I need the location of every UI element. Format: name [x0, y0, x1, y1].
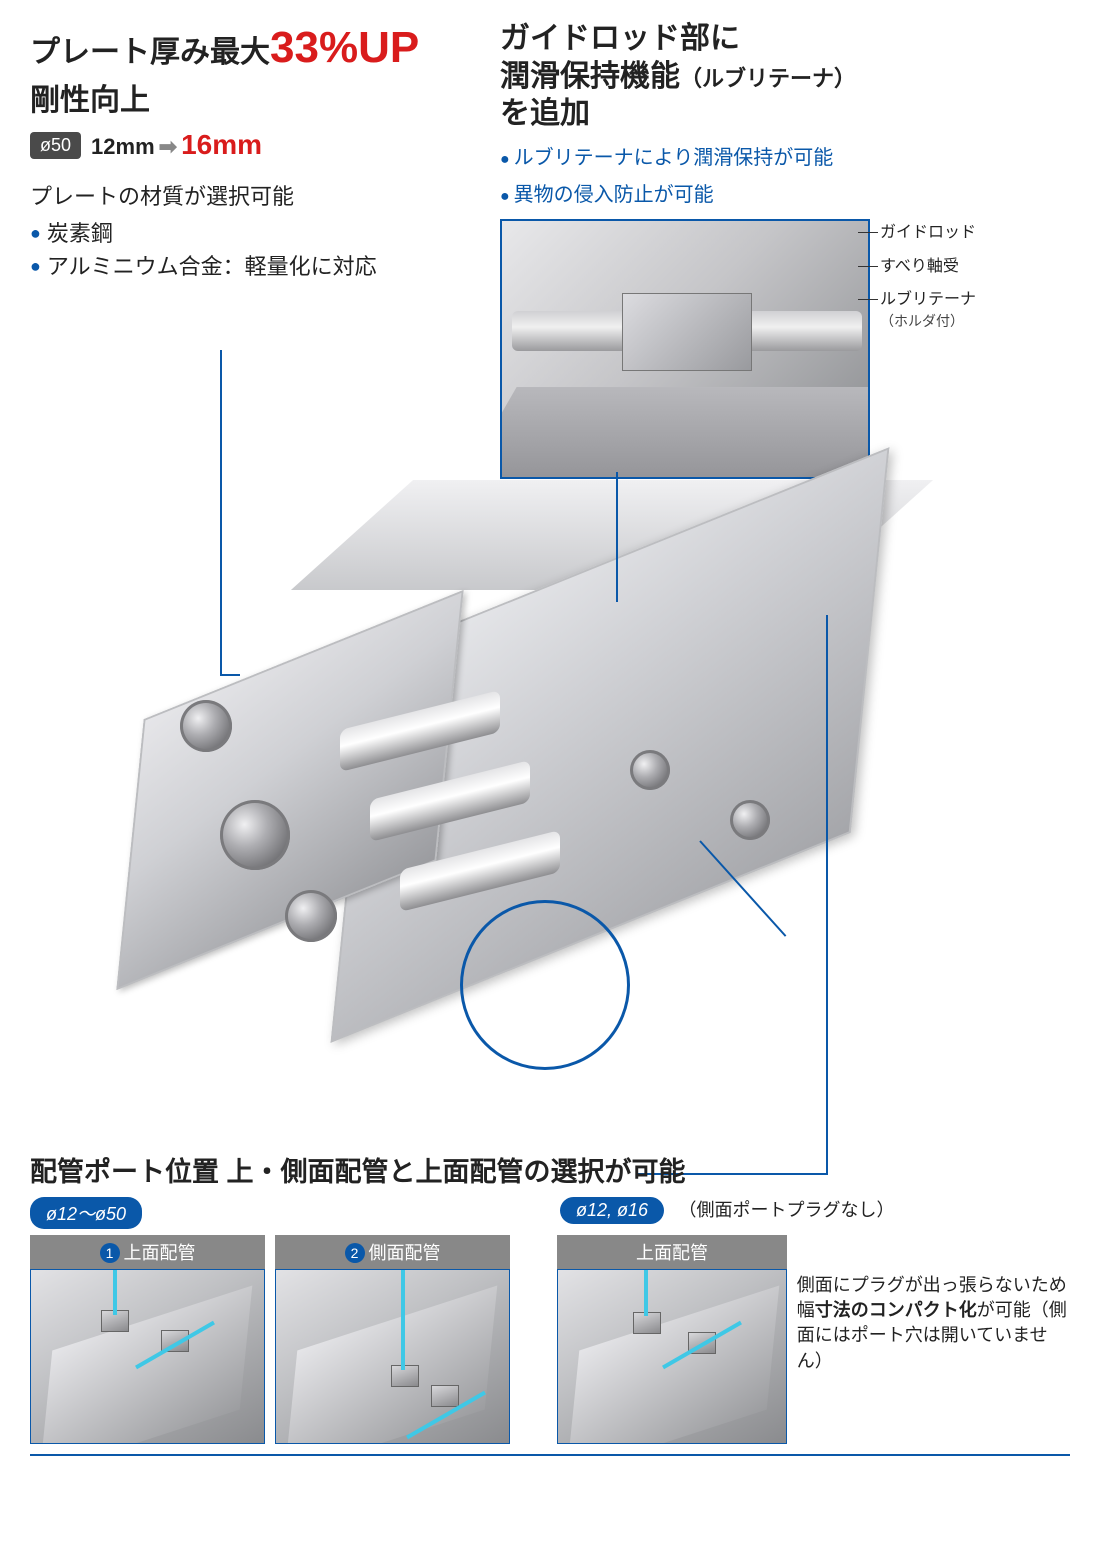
tr-bullet: ルブリテーナにより潤滑保持が可能 [500, 141, 1070, 170]
side-port [730, 800, 770, 840]
plate-hole [220, 800, 290, 870]
section-piping-port: 配管ポート位置 上・側面配管と上面配管の選択が可能 ø12〜ø50 ø12, ø… [30, 1150, 1070, 1456]
tr-l2b: （ルブリテーナ） [680, 66, 856, 91]
piping-card: 1上面配管 [30, 1235, 265, 1444]
tube [644, 1269, 648, 1316]
rod-detail-callout-circle [460, 900, 630, 1070]
mini-body [567, 1285, 780, 1444]
section-plate-thickness: プレート厚み最大33%UP 剛性向上 ø50 12mm➡16mm プレートの材質… [30, 20, 460, 283]
headline-pre: プレート厚み最大 [30, 36, 270, 69]
detail-base [500, 387, 870, 479]
callout-paren: （ホルダ付） [880, 313, 964, 329]
mm-new: 16mm [181, 129, 262, 160]
card-head: 上面配管 [557, 1235, 786, 1269]
mini-body [40, 1285, 253, 1444]
pill-left: ø12〜ø50 [30, 1197, 142, 1229]
card-head: 2側面配管 [275, 1235, 510, 1269]
leader-line [616, 472, 618, 602]
side-port [630, 750, 670, 790]
card-label: 上面配管 [124, 1243, 196, 1263]
side-bold: 寸法のコンパクト化 [815, 1300, 977, 1320]
fitting [391, 1365, 419, 1387]
pill-right-note: （側面ポートプラグなし） [679, 1196, 895, 1222]
tr-headline: ガイドロッド部に 潤滑保持機能（ルブリテーナ） を追加 [500, 20, 1070, 133]
headline-2: 剛性向上 [30, 75, 460, 119]
card-label: 側面配管 [369, 1243, 441, 1263]
mm-change: 12mm➡16mm [91, 129, 262, 161]
mm-old: 12mm [91, 134, 155, 159]
subheading: プレートの材質が選択可能 [30, 179, 460, 211]
bullet-item: 炭素鋼 [30, 217, 460, 250]
card-head: 1上面配管 [30, 1235, 265, 1269]
bullet-item: アルミニウム合金：軽量化に対応 [30, 250, 460, 283]
piping-card-right: 上面配管 [557, 1235, 786, 1444]
headline-pct: 33% [270, 23, 358, 72]
main-product-image [90, 520, 910, 1080]
tr-bullet: 異物の侵入防止が可能 [500, 178, 1070, 207]
card-num: 2 [345, 1243, 365, 1263]
tr-l1: ガイドロッド部に [500, 22, 740, 55]
tr-l3: を追加 [500, 97, 590, 130]
material-bullets: 炭素鋼 アルミニウム合金：軽量化に対応 [30, 217, 460, 283]
headline-up: UP [358, 23, 419, 72]
tube [401, 1269, 405, 1370]
leader-line [220, 350, 222, 674]
side-note: 側面にプラグが出っ張らないため幅寸法のコンパクト化が可能（側面にはポート穴は開い… [797, 1235, 1070, 1444]
tube [113, 1269, 117, 1315]
bottom-title: 配管ポート位置 上・側面配管と上面配管の選択が可能 [30, 1150, 1070, 1189]
plate-hole [180, 700, 232, 752]
leader-line [220, 674, 240, 676]
piping-card: 2側面配管 [275, 1235, 510, 1444]
callout-label: ガイドロッド [880, 222, 1090, 244]
diameter-badge: ø50 [30, 132, 81, 159]
leader-line [826, 615, 828, 1175]
plate-hole [285, 890, 337, 942]
badge-row: ø50 12mm➡16mm [30, 129, 460, 161]
card-image [275, 1269, 510, 1444]
pill-right: ø12, ø16 [560, 1197, 664, 1224]
fitting [431, 1385, 459, 1407]
detail-holder [622, 293, 752, 371]
card-image [557, 1269, 786, 1444]
card-group-left: 1上面配管 2側面配管 [30, 1235, 510, 1444]
bottom-rule [30, 1454, 1070, 1456]
callout-label: ルブリテーナ（ホルダ付） [880, 289, 1090, 332]
piping-cards-row: 1上面配管 2側面配管 [30, 1235, 1070, 1444]
tr-l2a: 潤滑保持機能 [500, 60, 680, 93]
headline-1: プレート厚み最大33%UP [30, 20, 460, 75]
guide-rod-detail-image [500, 219, 870, 479]
callout-label: すべり軸受 [880, 256, 1090, 278]
arrow-icon: ➡ [159, 134, 177, 159]
detail-callout-labels: ガイドロッド すべり軸受 ルブリテーナ（ホルダ付） [880, 222, 1090, 344]
card-num: 1 [100, 1243, 120, 1263]
card-image [30, 1269, 265, 1444]
